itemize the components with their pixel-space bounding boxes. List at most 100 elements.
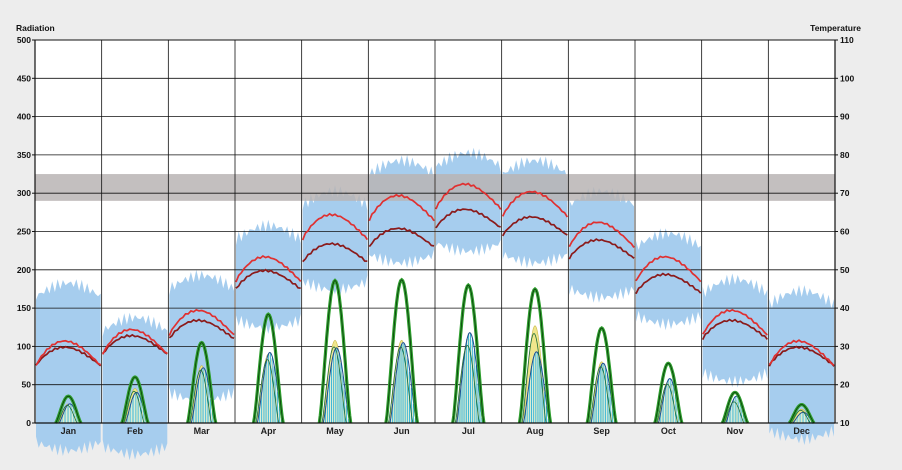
diffuse-bar bbox=[801, 412, 803, 424]
diffuse-bar bbox=[536, 352, 538, 424]
diffuse-bar bbox=[334, 348, 337, 424]
y-left-tick-label: 0 bbox=[26, 418, 31, 428]
month-label-dec: Dec bbox=[793, 426, 810, 436]
diffuse-bar bbox=[134, 392, 137, 424]
temperature-range-nov bbox=[702, 273, 768, 388]
y-left-tick-label: 500 bbox=[17, 35, 31, 45]
y-left-tick-label: 250 bbox=[17, 227, 31, 237]
diffuse-bar bbox=[803, 412, 805, 424]
y-right-tick-label: 110 bbox=[840, 35, 854, 45]
direct-line-aug bbox=[521, 333, 547, 424]
diffuse-bar bbox=[201, 368, 203, 424]
diffuse-bar bbox=[330, 362, 333, 424]
total-radiation-outline bbox=[121, 376, 149, 424]
diffuse-line-may bbox=[322, 347, 351, 424]
diffuse-bar bbox=[397, 358, 399, 424]
diffuse-bar bbox=[266, 357, 268, 424]
diffuse-bar bbox=[464, 350, 466, 424]
average-temperature-line-sep bbox=[568, 238, 635, 260]
diffuse-bar bbox=[399, 348, 401, 424]
total-radiation-outline bbox=[318, 279, 352, 424]
y-left-tick-label: 350 bbox=[17, 150, 31, 160]
average-temperature-line-dec bbox=[768, 345, 835, 367]
diffuse-bar bbox=[736, 396, 738, 424]
design-high-temperature-line-jul bbox=[435, 182, 502, 210]
design-high-temperature-line-mar bbox=[168, 308, 235, 336]
month-label-sep: Sep bbox=[593, 426, 610, 436]
direct-line-dec bbox=[790, 409, 811, 424]
diffuse-bar bbox=[267, 352, 270, 424]
temperature-range-oct bbox=[636, 228, 701, 331]
total-radiation-outline bbox=[55, 395, 82, 424]
y-right-tick-label: 100 bbox=[840, 73, 854, 83]
diffuse-bar bbox=[597, 374, 600, 424]
diffuse-bar bbox=[71, 405, 73, 424]
y-left-axis-title: Radiation bbox=[16, 23, 55, 33]
y-left-tick-label: 300 bbox=[17, 188, 31, 198]
y-left-tick-label: 100 bbox=[17, 341, 31, 351]
diffuse-bar bbox=[469, 333, 472, 424]
design-high-temperature-line-aug bbox=[501, 190, 569, 218]
diffuse-bar bbox=[671, 381, 673, 424]
total-radiation-outline bbox=[452, 284, 485, 424]
average-temperature-line-oct bbox=[635, 272, 702, 295]
design-high-temperature-line-nov bbox=[702, 308, 768, 336]
y-right-tick-label: 40 bbox=[840, 303, 850, 313]
design-high-temperature-line-feb bbox=[101, 328, 168, 355]
average-temperature-line-feb bbox=[102, 333, 168, 355]
average-temperature-line-jun bbox=[368, 227, 435, 248]
month-label-feb: Feb bbox=[127, 426, 144, 436]
diffuse-bar bbox=[197, 378, 200, 424]
diffuse-bar bbox=[601, 363, 603, 424]
month-label-jan: Jan bbox=[61, 426, 77, 436]
total-radiation-outline bbox=[586, 327, 617, 424]
average-temperature-line-nov bbox=[701, 318, 768, 340]
y-left-tick-label: 200 bbox=[17, 265, 31, 275]
diffuse-line-jun bbox=[389, 342, 417, 424]
diffuse-bar bbox=[133, 394, 135, 424]
diffuse-bar bbox=[532, 356, 535, 424]
design-high-temperature-line-dec bbox=[768, 339, 835, 366]
diffuse-bar bbox=[264, 366, 266, 424]
diffuse-bar bbox=[538, 356, 540, 424]
diffuse-bar bbox=[465, 338, 468, 424]
direct-line-oct bbox=[656, 383, 679, 424]
diffuse-bar bbox=[534, 352, 537, 424]
y-left-tick-label: 150 bbox=[17, 303, 31, 313]
average-temperature-line-jul bbox=[435, 208, 501, 229]
total-radiation-outline bbox=[253, 313, 284, 424]
y-right-tick-label: 10 bbox=[840, 418, 850, 428]
month-label-aug: Aug bbox=[526, 426, 544, 436]
diffuse-bar bbox=[340, 362, 342, 424]
month-label-nov: Nov bbox=[726, 426, 743, 436]
y-right-tick-label: 20 bbox=[840, 380, 850, 390]
total-radiation-outline bbox=[788, 404, 815, 424]
solar-radiation-layer bbox=[54, 277, 816, 424]
month-label-mar: Mar bbox=[194, 426, 211, 436]
y-right-tick-label: 30 bbox=[840, 341, 850, 351]
average-temperature-line-mar bbox=[168, 318, 235, 340]
design-high-temperature-line-oct bbox=[635, 255, 702, 283]
month-label-oct: Oct bbox=[661, 426, 676, 436]
temperature-range-may bbox=[302, 185, 368, 296]
temperature-range-sep bbox=[569, 186, 634, 303]
month-label-jul: Jul bbox=[462, 426, 475, 436]
diffuse-bar bbox=[669, 378, 671, 424]
temperature-range-layer bbox=[36, 147, 834, 461]
diffuse-bar bbox=[406, 358, 409, 424]
direct-line-jan bbox=[57, 404, 78, 424]
direct-line-may bbox=[321, 346, 347, 424]
diffuse-line-aug bbox=[522, 351, 551, 424]
diffuse-bar bbox=[666, 381, 668, 424]
temperature-range-aug bbox=[502, 156, 568, 269]
diffuse-bar bbox=[336, 348, 338, 424]
total-radiation-outline bbox=[721, 391, 749, 424]
diffuse-bar bbox=[599, 367, 602, 424]
month-label-may: May bbox=[326, 426, 344, 436]
temperature-range-jun bbox=[369, 154, 434, 268]
temperature-range-apr bbox=[236, 219, 301, 334]
average-temperature-line-may bbox=[302, 242, 368, 263]
total-radiation-outline bbox=[654, 362, 683, 424]
direct-line-sep bbox=[589, 366, 613, 424]
